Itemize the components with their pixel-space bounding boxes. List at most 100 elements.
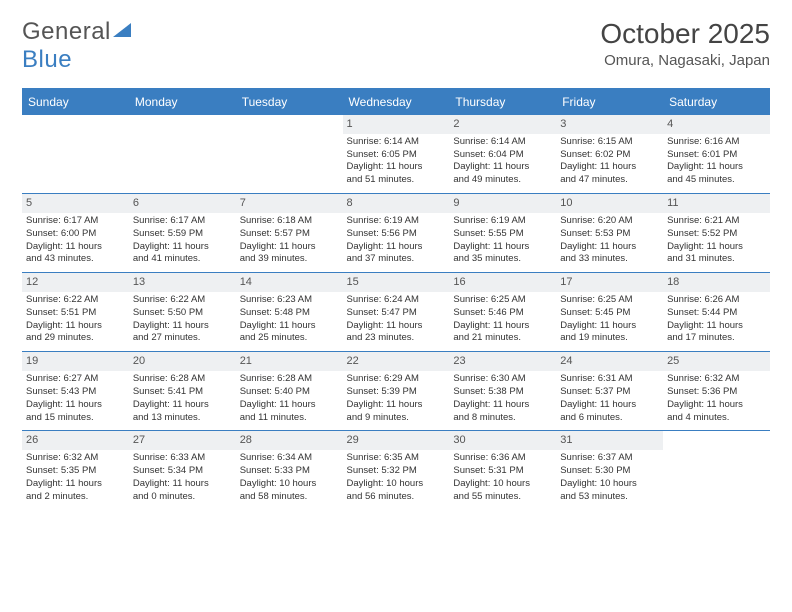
calendar-cell: 30Sunrise: 6:36 AMSunset: 5:31 PMDayligh… (449, 431, 556, 510)
day-number: 5 (22, 194, 129, 213)
day-sunrise: Sunrise: 6:32 AM (26, 452, 125, 465)
calendar-cell: 8 Sunrise: 6:19 AMSunset: 5:56 PMDaylight… (343, 194, 450, 273)
day-dl1: Daylight: 11 hours (133, 399, 232, 412)
day-number: 19 (22, 352, 129, 371)
day-sunrise: Sunrise: 6:18 AM (240, 215, 339, 228)
day-dl2: and 45 minutes. (667, 174, 766, 187)
calendar-cell: 11Sunrise: 6:21 AMSunset: 5:52 PMDayligh… (663, 194, 770, 273)
day-number: 8 (343, 194, 450, 213)
day-dl1: Daylight: 11 hours (347, 320, 446, 333)
calendar-cell: 14Sunrise: 6:23 AMSunset: 5:48 PMDayligh… (236, 273, 343, 352)
day-sunrise: Sunrise: 6:30 AM (453, 373, 552, 386)
day-sunset: Sunset: 5:59 PM (133, 228, 232, 241)
day-dl2: and 51 minutes. (347, 174, 446, 187)
day-sunset: Sunset: 5:36 PM (667, 386, 766, 399)
day-number: 9 (449, 194, 556, 213)
day-sunrise: Sunrise: 6:23 AM (240, 294, 339, 307)
logo-sail-icon (113, 18, 133, 46)
day-number: 25 (663, 352, 770, 371)
day-sunset: Sunset: 5:38 PM (453, 386, 552, 399)
day-number: 10 (556, 194, 663, 213)
day-sunrise: Sunrise: 6:25 AM (453, 294, 552, 307)
day-sunrise: Sunrise: 6:19 AM (347, 215, 446, 228)
calendar-cell: 13Sunrise: 6:22 AMSunset: 5:50 PMDayligh… (129, 273, 236, 352)
calendar-cell: 6Sunrise: 6:17 AMSunset: 5:59 PMDaylight… (129, 194, 236, 273)
day-dl2: and 55 minutes. (453, 491, 552, 504)
day-dl1: Daylight: 11 hours (667, 241, 766, 254)
day-number: 30 (449, 431, 556, 450)
day-sunset: Sunset: 5:56 PM (347, 228, 446, 241)
day-sunset: Sunset: 5:45 PM (560, 307, 659, 320)
day-sunrise: Sunrise: 6:28 AM (133, 373, 232, 386)
day-dl1: Daylight: 11 hours (133, 241, 232, 254)
calendar-cell: 21Sunrise: 6:28 AMSunset: 5:40 PMDayligh… (236, 352, 343, 431)
day-header: Wednesday (343, 90, 450, 115)
day-sunrise: Sunrise: 6:16 AM (667, 136, 766, 149)
location: Omura, Nagasaki, Japan (600, 52, 770, 69)
calendar-cell: 20Sunrise: 6:28 AMSunset: 5:41 PMDayligh… (129, 352, 236, 431)
day-header: Monday (129, 90, 236, 115)
calendar-cell: 25Sunrise: 6:32 AMSunset: 5:36 PMDayligh… (663, 352, 770, 431)
day-header: Sunday (22, 90, 129, 115)
day-sunrise: Sunrise: 6:17 AM (26, 215, 125, 228)
day-dl1: Daylight: 11 hours (133, 320, 232, 333)
calendar-cell: 31Sunrise: 6:37 AMSunset: 5:30 PMDayligh… (556, 431, 663, 510)
day-sunrise: Sunrise: 6:33 AM (133, 452, 232, 465)
day-number: 15 (343, 273, 450, 292)
day-dl2: and 17 minutes. (667, 332, 766, 345)
logo-word-2: Blue (22, 46, 72, 73)
day-number: 14 (236, 273, 343, 292)
calendar-week: 5Sunrise: 6:17 AMSunset: 6:00 PMDaylight… (22, 194, 770, 273)
calendar-cell: 4 Sunrise: 6:16 AMSunset: 6:01 PMDaylight… (663, 115, 770, 194)
day-dl2: and 58 minutes. (240, 491, 339, 504)
calendar-cell (22, 115, 129, 194)
day-dl1: Daylight: 11 hours (560, 161, 659, 174)
day-header: Tuesday (236, 90, 343, 115)
day-sunset: Sunset: 6:01 PM (667, 149, 766, 162)
day-dl2: and 9 minutes. (347, 412, 446, 425)
day-number: 31 (556, 431, 663, 450)
day-sunrise: Sunrise: 6:25 AM (560, 294, 659, 307)
calendar-cell (236, 115, 343, 194)
calendar-cell: 18Sunrise: 6:26 AMSunset: 5:44 PMDayligh… (663, 273, 770, 352)
calendar-cell: 27Sunrise: 6:33 AMSunset: 5:34 PMDayligh… (129, 431, 236, 510)
day-number: 23 (449, 352, 556, 371)
day-number: 26 (22, 431, 129, 450)
day-sunrise: Sunrise: 6:15 AM (560, 136, 659, 149)
day-sunset: Sunset: 5:57 PM (240, 228, 339, 241)
day-dl1: Daylight: 10 hours (347, 478, 446, 491)
day-dl1: Daylight: 10 hours (240, 478, 339, 491)
day-dl1: Daylight: 11 hours (560, 399, 659, 412)
day-sunrise: Sunrise: 6:14 AM (453, 136, 552, 149)
day-number: 13 (129, 273, 236, 292)
day-sunset: Sunset: 6:05 PM (347, 149, 446, 162)
calendar-cell: 26Sunrise: 6:32 AMSunset: 5:35 PMDayligh… (22, 431, 129, 510)
day-dl2: and 8 minutes. (453, 412, 552, 425)
day-dl1: Daylight: 11 hours (133, 478, 232, 491)
day-sunrise: Sunrise: 6:28 AM (240, 373, 339, 386)
day-sunset: Sunset: 5:30 PM (560, 465, 659, 478)
day-dl1: Daylight: 11 hours (667, 161, 766, 174)
day-dl2: and 13 minutes. (133, 412, 232, 425)
day-sunrise: Sunrise: 6:37 AM (560, 452, 659, 465)
day-dl2: and 23 minutes. (347, 332, 446, 345)
day-dl1: Daylight: 11 hours (560, 320, 659, 333)
day-sunset: Sunset: 5:33 PM (240, 465, 339, 478)
calendar-week: 19Sunrise: 6:27 AMSunset: 5:43 PMDayligh… (22, 352, 770, 431)
day-number: 4 (663, 115, 770, 134)
day-dl1: Daylight: 11 hours (347, 241, 446, 254)
day-sunset: Sunset: 5:47 PM (347, 307, 446, 320)
day-dl2: and 15 minutes. (26, 412, 125, 425)
day-dl2: and 47 minutes. (560, 174, 659, 187)
day-sunset: Sunset: 5:43 PM (26, 386, 125, 399)
logo: General Blue (22, 18, 133, 74)
day-number: 29 (343, 431, 450, 450)
day-header: Friday (556, 90, 663, 115)
day-sunrise: Sunrise: 6:29 AM (347, 373, 446, 386)
day-dl2: and 49 minutes. (453, 174, 552, 187)
day-dl2: and 43 minutes. (26, 253, 125, 266)
day-sunset: Sunset: 5:39 PM (347, 386, 446, 399)
day-dl1: Daylight: 10 hours (453, 478, 552, 491)
day-sunrise: Sunrise: 6:24 AM (347, 294, 446, 307)
day-number: 27 (129, 431, 236, 450)
